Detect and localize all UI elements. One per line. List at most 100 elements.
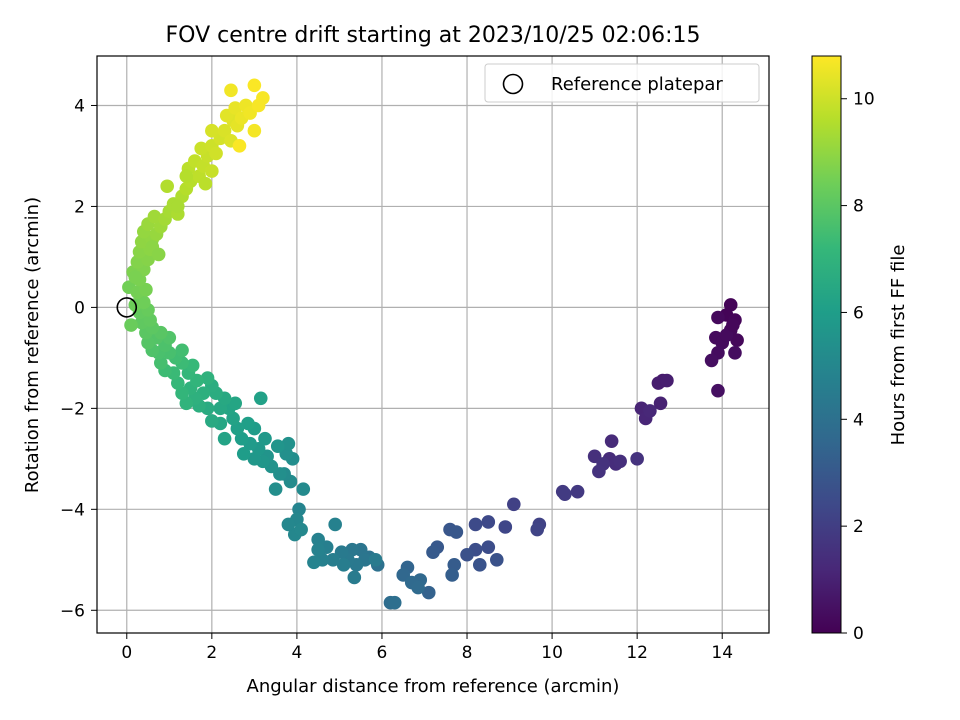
data-point xyxy=(468,517,483,532)
data-point xyxy=(719,328,734,342)
data-point xyxy=(205,123,219,138)
data-point xyxy=(726,318,740,332)
data-point xyxy=(294,522,308,537)
data-point xyxy=(704,353,719,368)
x-tick-label: 12 xyxy=(626,643,648,663)
x-tick-label: 8 xyxy=(462,643,473,663)
data-point xyxy=(426,545,440,560)
data-point xyxy=(228,396,243,411)
chart-title: FOV centre drift starting at 2023/10/25 … xyxy=(166,23,701,48)
data-point xyxy=(205,414,219,428)
data-point xyxy=(481,515,496,529)
legend: Reference platepar xyxy=(484,63,760,103)
data-point xyxy=(139,282,153,297)
data-point xyxy=(653,396,668,411)
data-point xyxy=(507,497,521,512)
colorbar: 0 2 4 6 8 10 Hours from first FF file xyxy=(811,55,909,644)
data-point xyxy=(660,373,674,388)
data-point xyxy=(570,484,585,499)
data-point xyxy=(217,431,232,446)
data-point xyxy=(311,542,325,557)
data-point xyxy=(132,245,147,259)
legend-box xyxy=(484,63,760,103)
data-point xyxy=(498,520,513,534)
data-point xyxy=(130,255,145,269)
data-point xyxy=(151,247,166,262)
colorbar-ticks: 0 2 4 6 8 10 xyxy=(841,90,875,644)
data-point xyxy=(530,522,545,537)
data-point xyxy=(179,169,194,183)
x-tick-label: 0 xyxy=(121,643,132,663)
x-tick-label: 2 xyxy=(206,643,217,663)
data-point xyxy=(270,439,285,454)
data-point xyxy=(604,434,619,448)
colorbar-tick-label: 6 xyxy=(853,303,864,323)
y-tick-label: 0 xyxy=(74,298,85,318)
data-point xyxy=(153,356,168,370)
x-tick-label: 10 xyxy=(541,643,563,663)
reference-marker xyxy=(116,297,138,318)
data-point xyxy=(128,270,143,284)
data-point xyxy=(236,446,251,461)
data-point xyxy=(472,558,487,572)
data-point xyxy=(200,371,215,385)
data-point xyxy=(326,553,340,567)
data-point xyxy=(558,487,572,501)
data-point xyxy=(171,199,185,214)
data-point xyxy=(232,139,247,153)
y-tick-label: 2 xyxy=(74,197,85,217)
data-point xyxy=(449,525,464,539)
data-point xyxy=(613,454,627,469)
legend-entry-reference: Reference platepar xyxy=(551,74,723,95)
colorbar-tick-label: 4 xyxy=(853,410,864,430)
data-point xyxy=(447,558,462,572)
x-tick-label: 14 xyxy=(711,643,733,663)
y-axis-label: Rotation from reference (arcmin) xyxy=(22,197,43,493)
data-point xyxy=(124,318,138,332)
data-point xyxy=(730,333,744,348)
data-point xyxy=(281,517,296,532)
data-point xyxy=(247,78,262,93)
x-tick-label: 6 xyxy=(377,643,388,663)
data-point xyxy=(281,436,296,451)
x-tick-label: 4 xyxy=(291,643,302,663)
data-point xyxy=(368,553,383,567)
data-point xyxy=(258,431,272,446)
data-point xyxy=(175,343,189,358)
legend-reference-marker xyxy=(502,73,524,95)
colorbar-label: Hours from first FF file xyxy=(888,245,909,446)
data-point xyxy=(247,123,262,138)
data-point xyxy=(228,101,243,115)
data-point xyxy=(387,595,402,610)
data-point xyxy=(307,555,321,570)
axis-ticks: 0 2 4 6 8 10 12 14 −6 −4 −2 0 2 4 xyxy=(60,96,733,663)
data-point xyxy=(292,502,306,517)
colorbar-tick-label: 10 xyxy=(853,90,875,110)
y-tick-label: 4 xyxy=(74,96,85,116)
data-point xyxy=(136,295,151,310)
data-point xyxy=(241,416,255,431)
data-point xyxy=(336,558,351,572)
x-axis-label: Angular distance from reference (arcmin) xyxy=(247,676,620,697)
colorbar-tick-label: 8 xyxy=(853,197,864,217)
data-point xyxy=(411,580,425,595)
data-point xyxy=(185,358,200,373)
data-point xyxy=(711,383,725,398)
data-point xyxy=(347,570,362,585)
plot-frame xyxy=(96,55,770,634)
data-point xyxy=(592,464,606,479)
data-point xyxy=(253,391,268,406)
y-tick-label: −4 xyxy=(60,500,85,520)
data-point xyxy=(141,335,155,350)
data-point xyxy=(460,547,474,562)
data-point xyxy=(728,346,742,360)
data-point xyxy=(421,585,436,600)
data-point xyxy=(209,146,223,161)
data-point xyxy=(311,532,325,547)
data-point xyxy=(445,568,459,582)
data-point xyxy=(205,164,219,178)
data-point xyxy=(198,176,213,191)
data-point xyxy=(630,452,644,466)
data-point xyxy=(489,553,504,567)
